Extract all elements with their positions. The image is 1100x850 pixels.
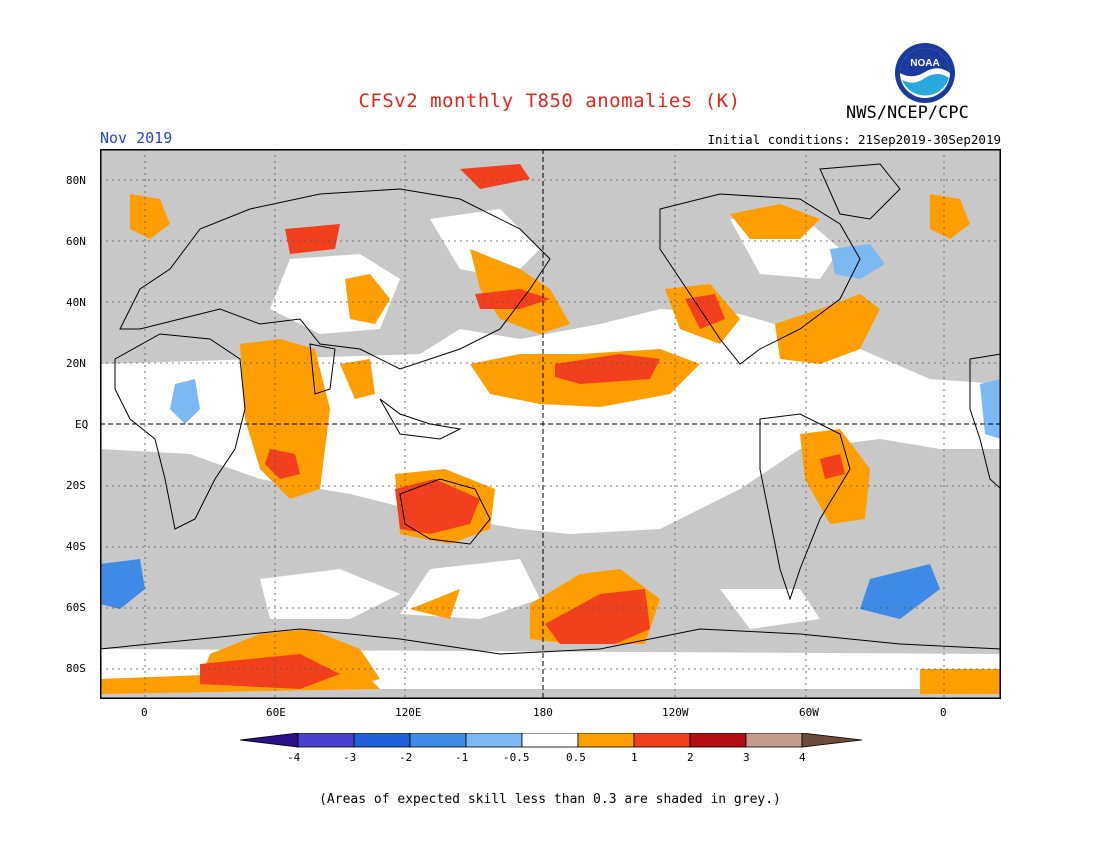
lat-tick: 20N <box>66 357 86 370</box>
lat-tick: 80S <box>66 662 86 675</box>
lat-tick: 60S <box>66 601 86 614</box>
lat-tick: 40S <box>66 540 86 553</box>
logo-text: NOAA <box>910 58 939 69</box>
map-canvas <box>100 149 1001 699</box>
lon-tick: 0 <box>141 706 148 719</box>
legend-tick: -0.5 <box>503 751 530 764</box>
lat-tick: 20S <box>66 479 86 492</box>
legend-tick: 4 <box>799 751 806 764</box>
lon-tick: 0 <box>940 706 947 719</box>
noaa-logo: NOAA <box>894 42 956 104</box>
lon-tick: 120W <box>662 706 689 719</box>
lon-tick: 180 <box>533 706 553 719</box>
legend-tick: -2 <box>399 751 413 764</box>
legend-swatch <box>297 732 355 748</box>
legend-tick: -3 <box>343 751 357 764</box>
legend-tick: 0.5 <box>566 751 586 764</box>
footnote: (Areas of expected skill less than 0.3 a… <box>319 792 781 807</box>
legend-swatch <box>353 732 411 748</box>
lat-tick: 40N <box>66 296 86 309</box>
chart-title: CFSv2 monthly T850 anomalies (K) <box>358 90 741 112</box>
lon-tick: 60W <box>799 706 819 719</box>
anomaly-map <box>100 149 1001 699</box>
legend-tick: 1 <box>631 751 638 764</box>
legend-swatch <box>239 732 299 748</box>
cool-anomaly-regions <box>100 244 1001 619</box>
reference-lines <box>100 149 1001 699</box>
legend-tick: -4 <box>287 751 301 764</box>
map-frame <box>100 149 1001 699</box>
legend-swatch <box>577 732 635 748</box>
lat-tick: EQ <box>75 418 89 431</box>
legend-swatch <box>745 732 803 748</box>
legend-swatch <box>465 732 523 748</box>
legend-swatch <box>633 732 691 748</box>
legend-swatch <box>801 732 863 748</box>
legend-tick: 3 <box>743 751 750 764</box>
initial-conditions: Initial conditions: 21Sep2019-30Sep2019 <box>707 132 1002 147</box>
strong-warm-anomaly-regions <box>200 164 845 689</box>
lon-tick: 120E <box>395 706 422 719</box>
agency-label: NWS/NCEP/CPC <box>846 103 969 123</box>
lat-tick: 80N <box>66 174 86 187</box>
legend-tick: 2 <box>687 751 694 764</box>
legend-swatch <box>689 732 747 748</box>
lon-tick: 60E <box>266 706 286 719</box>
color-legend <box>239 732 863 771</box>
coastlines <box>100 163 1001 655</box>
legend-swatch <box>521 732 579 748</box>
legend-swatch <box>409 732 467 748</box>
legend-tick: -1 <box>455 751 469 764</box>
forecast-period: Nov 2019 <box>100 129 173 147</box>
graticule <box>100 149 1001 699</box>
lat-tick: 60N <box>66 235 86 248</box>
